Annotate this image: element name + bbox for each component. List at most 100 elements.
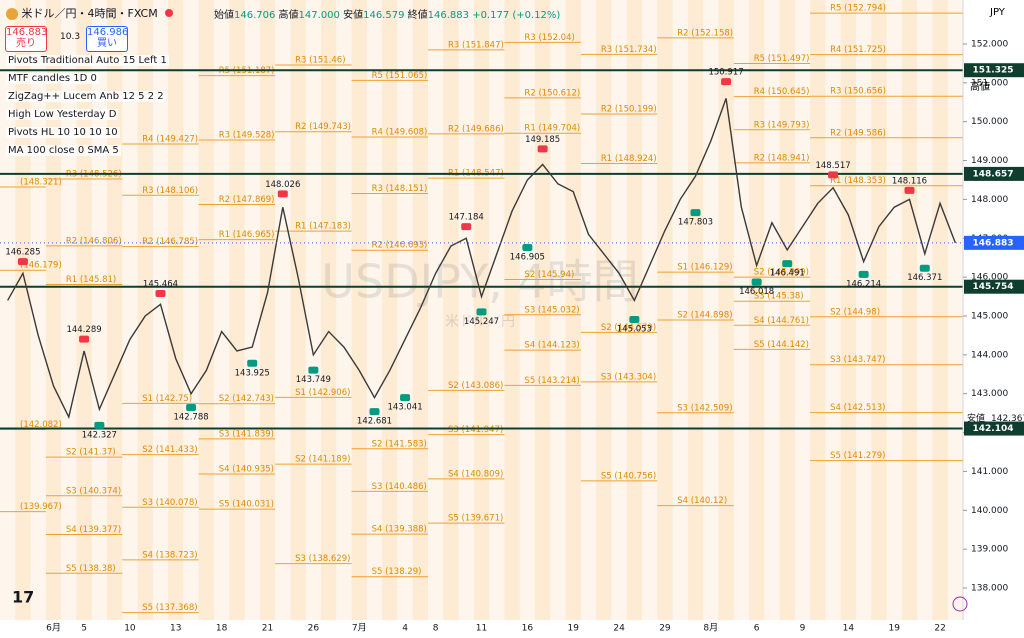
day-stripe <box>794 0 811 620</box>
swing-label: 142.681 <box>357 417 392 427</box>
pivot-label: R1 (149.704) <box>524 124 580 134</box>
day-stripe <box>351 0 368 620</box>
pivot-label: R1 (145.81) <box>66 275 116 285</box>
day-stripe <box>840 0 857 620</box>
pivot-label: R2 (150.199) <box>601 104 657 114</box>
swing-label: 142.327 <box>82 430 117 440</box>
swing-label: 150.917 <box>708 68 743 78</box>
pivot-label: S3 (145.032) <box>524 305 579 315</box>
x-tick-label: 24 <box>613 624 625 634</box>
indicator[interactable]: Pivots HL 10 10 10 10 <box>6 127 120 138</box>
day-stripe <box>489 0 505 620</box>
bolt-icon[interactable] <box>952 596 968 612</box>
pivot-label: S4 (138.723) <box>142 550 197 560</box>
buy-button[interactable]: 146.986 買い <box>86 26 128 52</box>
day-stripe <box>244 0 261 620</box>
close: 146.883 <box>427 10 469 21</box>
x-tick-label: 19 <box>888 624 900 634</box>
pivot-label: S3 (143.304) <box>601 372 656 382</box>
swing-marker <box>186 403 197 411</box>
swing-marker <box>461 223 472 231</box>
day-stripe <box>718 0 735 620</box>
swing-label: 149.185 <box>525 135 560 145</box>
swing-marker <box>79 335 90 343</box>
day-stripe <box>626 0 643 620</box>
day-stripe <box>672 0 689 620</box>
sell-button[interactable]: 146.883 売り <box>5 26 47 52</box>
day-stripe <box>810 0 826 620</box>
pivot-label: R2 (149.743) <box>295 122 351 132</box>
pivot-label: S5 (139.671) <box>448 514 503 524</box>
pivot-label: S3 (138.629) <box>295 554 350 564</box>
swing-label: 145.464 <box>143 279 178 289</box>
pivot-label: S4 (140.809) <box>448 469 503 479</box>
low-label: 安値 <box>343 10 364 21</box>
symbol: 米ドル／円・4時間・FXCM <box>21 7 158 20</box>
y-tick-label: 150.000 <box>971 117 1008 127</box>
pivot-label: S2 (143.086) <box>448 381 503 391</box>
spread: 10.3 <box>60 32 81 42</box>
indicator[interactable]: MTF candles 1D 0 <box>6 73 99 84</box>
x-tick-label: 9 <box>800 624 806 634</box>
y-tick-label: 138.000 <box>971 584 1008 594</box>
x-tick-label: 13 <box>170 624 181 634</box>
pivot-label: S4 (140.12) <box>677 496 727 506</box>
day-stripe <box>687 0 704 620</box>
pivot-label: R4 (149.427) <box>142 134 198 144</box>
pivot-label: S1 (146.129) <box>677 263 732 273</box>
low-tag-name: 安値 <box>967 412 985 424</box>
swing-label: 146.491 <box>770 269 805 279</box>
x-tick-label: 18 <box>216 624 228 634</box>
pivot-label: R1 (148.924) <box>601 154 657 164</box>
buy-price: 146.986 <box>87 27 129 38</box>
indicator[interactable]: ZigZag++ Lucem Anb 12 5 2 2 <box>6 91 166 102</box>
swing-marker <box>155 289 166 297</box>
close-label: 終値 <box>407 10 428 21</box>
day-stripe <box>764 0 781 620</box>
pivot-label: R4 (149.608) <box>372 127 428 137</box>
pivot-label: R5 (151.065) <box>372 71 428 81</box>
x-tick-label: 8月 <box>703 623 718 634</box>
swing-marker <box>308 366 319 374</box>
open: 146.706 <box>234 10 276 21</box>
swing-marker <box>858 270 869 278</box>
swing-label: 148.116 <box>892 176 927 186</box>
indicator[interactable]: Pivots Traditional Auto 15 Left 1 <box>6 55 169 66</box>
day-stripe <box>932 0 949 620</box>
pivot-label: S1 (142.75) <box>142 394 192 404</box>
day-stripe <box>397 0 414 620</box>
swing-label: 142.788 <box>173 412 208 422</box>
indicator[interactable]: MA 100 close 0 SMA 5 <box>6 145 121 156</box>
y-tick-label: 140.000 <box>971 506 1008 516</box>
symbol-row: 米ドル／円・4時間・FXCM <box>6 5 174 21</box>
x-tick-label: 6 <box>754 624 760 634</box>
indicator[interactable]: High Low Yesterday D <box>6 109 119 120</box>
pivot-label: R2 (149.686) <box>448 124 504 134</box>
pivot-label: S4 (140.935) <box>219 464 274 474</box>
pivot-label: S2 (144.898) <box>677 310 732 320</box>
low-tag-value: 142.367 <box>991 414 1024 424</box>
pivot-label: R2 (149.586) <box>830 128 886 138</box>
swing-label: 146.905 <box>510 252 545 262</box>
price-line <box>7 98 957 420</box>
pivot-label: S3 (140.486) <box>372 482 427 492</box>
pivot-label: (142.082) <box>20 420 62 430</box>
day-stripe <box>321 0 337 620</box>
day-stripe <box>259 0 276 620</box>
pivot-label: S2 (142.743) <box>219 394 274 404</box>
x-tick-label: 11 <box>476 624 487 634</box>
pivot-label: S5 (140.756) <box>601 471 656 481</box>
x-tick-label: 26 <box>308 624 320 634</box>
pivot-label: R3 (149.793) <box>754 120 810 130</box>
pivot-label: R2 (146.806) <box>66 236 122 246</box>
key-level-badge <box>964 63 1024 78</box>
swing-label: 147.184 <box>449 213 484 223</box>
day-stripe <box>382 0 398 620</box>
pivot-label: S3 (145.38) <box>754 292 804 302</box>
day-stripe <box>947 0 964 620</box>
day-stripe <box>458 0 475 620</box>
pivot-label: S3 (143.747) <box>830 355 885 365</box>
y-tick-label: 148.000 <box>971 195 1008 205</box>
day-stripe <box>504 0 521 620</box>
pivot-label: S4 (144.123) <box>524 341 579 351</box>
